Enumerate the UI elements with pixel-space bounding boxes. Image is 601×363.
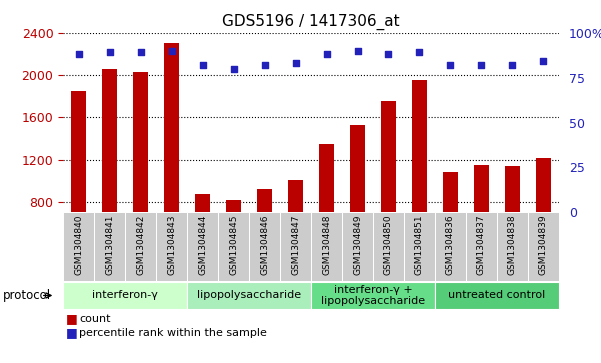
Bar bbox=[319, 144, 334, 212]
Point bbox=[136, 49, 145, 55]
Text: GSM1304837: GSM1304837 bbox=[477, 214, 486, 275]
Point bbox=[383, 51, 393, 57]
Bar bbox=[474, 165, 489, 212]
Text: ■: ■ bbox=[66, 326, 78, 339]
Bar bbox=[71, 91, 87, 212]
Bar bbox=[505, 166, 520, 212]
Text: ■: ■ bbox=[66, 312, 78, 325]
Point bbox=[477, 62, 486, 68]
Point bbox=[198, 62, 207, 68]
Text: interferon-γ +
lipopolysaccharide: interferon-γ + lipopolysaccharide bbox=[321, 285, 425, 306]
Bar bbox=[412, 80, 427, 212]
Text: count: count bbox=[79, 314, 111, 324]
Text: GSM1304843: GSM1304843 bbox=[167, 214, 176, 275]
Bar bbox=[102, 69, 117, 212]
Point bbox=[446, 62, 456, 68]
Point bbox=[291, 60, 300, 66]
Bar bbox=[535, 158, 551, 212]
Title: GDS5196 / 1417306_at: GDS5196 / 1417306_at bbox=[222, 14, 400, 30]
Text: GSM1304842: GSM1304842 bbox=[136, 214, 145, 274]
Text: GSM1304846: GSM1304846 bbox=[260, 214, 269, 275]
Text: GSM1304836: GSM1304836 bbox=[446, 214, 455, 275]
Text: GSM1304849: GSM1304849 bbox=[353, 214, 362, 275]
Text: GSM1304847: GSM1304847 bbox=[291, 214, 300, 275]
Point bbox=[322, 51, 331, 57]
Bar bbox=[350, 125, 365, 212]
Text: GSM1304850: GSM1304850 bbox=[384, 214, 393, 275]
Point bbox=[166, 48, 176, 54]
Text: protocol: protocol bbox=[3, 289, 51, 302]
Text: percentile rank within the sample: percentile rank within the sample bbox=[79, 327, 267, 338]
Point bbox=[538, 58, 548, 64]
Text: untreated control: untreated control bbox=[448, 290, 546, 301]
Text: GSM1304839: GSM1304839 bbox=[539, 214, 548, 275]
Text: GSM1304840: GSM1304840 bbox=[74, 214, 83, 275]
Text: GSM1304838: GSM1304838 bbox=[508, 214, 517, 275]
Bar bbox=[164, 43, 179, 212]
Point bbox=[105, 49, 114, 55]
Point bbox=[260, 62, 269, 68]
Bar bbox=[288, 180, 304, 212]
Point bbox=[415, 49, 424, 55]
Text: GSM1304851: GSM1304851 bbox=[415, 214, 424, 275]
Text: GSM1304848: GSM1304848 bbox=[322, 214, 331, 275]
Point bbox=[508, 62, 517, 68]
Point bbox=[353, 48, 362, 54]
Point bbox=[74, 51, 84, 57]
Text: interferon-γ: interferon-γ bbox=[92, 290, 158, 301]
Bar bbox=[381, 101, 396, 212]
Bar bbox=[257, 189, 272, 212]
Text: lipopolysaccharide: lipopolysaccharide bbox=[197, 290, 301, 301]
Text: GSM1304845: GSM1304845 bbox=[229, 214, 238, 275]
Text: GSM1304841: GSM1304841 bbox=[105, 214, 114, 275]
Bar bbox=[443, 172, 458, 212]
Point bbox=[229, 66, 239, 72]
Bar bbox=[133, 72, 148, 212]
Bar bbox=[226, 200, 241, 212]
Bar bbox=[195, 195, 210, 212]
Text: GSM1304844: GSM1304844 bbox=[198, 214, 207, 274]
